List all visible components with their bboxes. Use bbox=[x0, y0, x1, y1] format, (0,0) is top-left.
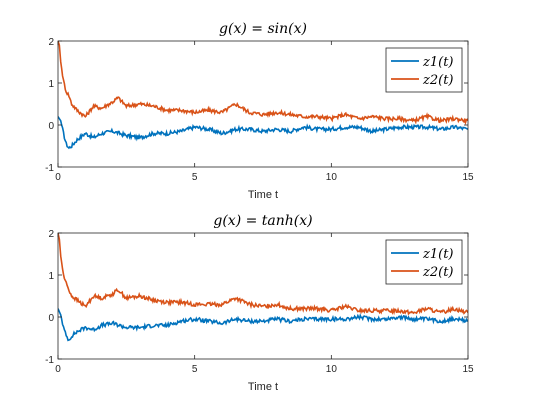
x-tick-label: 0 bbox=[55, 364, 61, 375]
y-tick-label: 0 bbox=[48, 313, 54, 324]
axes-box bbox=[57, 40, 469, 168]
legend-box bbox=[385, 47, 463, 93]
x-tick-label: 10 bbox=[326, 172, 338, 183]
x-tick-label: 15 bbox=[462, 364, 474, 375]
y-tick-label: 0 bbox=[48, 121, 54, 132]
chart-title: g(x) = sin(x) bbox=[219, 21, 307, 37]
series-line-1 bbox=[58, 116, 468, 150]
legend: z1(t) z2(t) bbox=[385, 47, 463, 93]
axes-box bbox=[57, 232, 469, 360]
series-line-2 bbox=[58, 233, 468, 316]
y-tick-label: 2 bbox=[48, 37, 54, 48]
legend-entry-1: z1(t) bbox=[422, 55, 454, 70]
y-tick-label: -1 bbox=[45, 355, 54, 366]
y-tick-label: 1 bbox=[48, 271, 54, 282]
series-line-1 bbox=[58, 308, 468, 342]
y-tick-label: -1 bbox=[45, 163, 54, 174]
x-tick-label: 5 bbox=[192, 364, 198, 375]
y-tick-label: 1 bbox=[48, 79, 54, 90]
legend: z1(t) z2(t) bbox=[385, 239, 463, 285]
legend-entry-2: z2(t) bbox=[422, 265, 454, 280]
x-axis-label: Time t bbox=[248, 381, 278, 393]
legend-box bbox=[385, 239, 463, 285]
legend-entry-2: z2(t) bbox=[422, 73, 454, 88]
legend-entry-1: z1(t) bbox=[422, 247, 454, 262]
x-tick-label: 0 bbox=[55, 172, 61, 183]
x-axis-label: Time t bbox=[248, 189, 278, 201]
x-tick-label: 10 bbox=[326, 364, 338, 375]
y-tick-label: 2 bbox=[48, 229, 54, 240]
x-tick-label: 15 bbox=[462, 172, 474, 183]
chart-title: g(x) = tanh(x) bbox=[213, 213, 312, 229]
series-line-2 bbox=[58, 41, 468, 126]
x-tick-label: 5 bbox=[192, 172, 198, 183]
